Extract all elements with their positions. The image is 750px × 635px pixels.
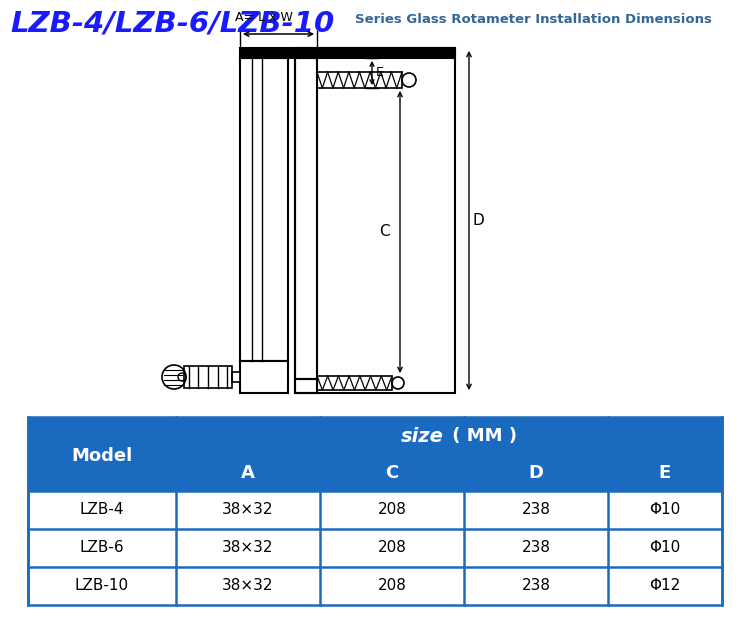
- Bar: [317, 72, 402, 88]
- Bar: [295, 58, 317, 379]
- Text: Φ10: Φ10: [650, 502, 681, 518]
- Bar: [464, 455, 608, 491]
- Text: Model: Model: [71, 447, 133, 465]
- Text: Φ12: Φ12: [650, 578, 681, 594]
- Text: A= L x W: A= L x W: [235, 11, 292, 24]
- Text: C: C: [386, 464, 399, 482]
- Text: 208: 208: [377, 540, 406, 556]
- Bar: [240, 361, 288, 393]
- Text: A: A: [241, 464, 255, 482]
- Bar: [184, 366, 232, 388]
- Text: 38×32: 38×32: [222, 578, 274, 594]
- Text: size: size: [401, 427, 444, 446]
- Text: Series Glass Rotameter Installation Dimensions: Series Glass Rotameter Installation Dime…: [355, 13, 712, 26]
- Bar: [240, 58, 288, 361]
- Text: 208: 208: [377, 578, 406, 594]
- Text: 238: 238: [521, 502, 550, 518]
- Text: LZB-6: LZB-6: [80, 540, 124, 556]
- Bar: [176, 455, 320, 491]
- Bar: [176, 417, 722, 455]
- Text: C: C: [380, 225, 390, 239]
- Text: D: D: [529, 464, 544, 482]
- Bar: [240, 48, 455, 58]
- Text: LZB-4: LZB-4: [80, 502, 124, 518]
- Bar: [232, 372, 240, 382]
- Text: LZB-10: LZB-10: [75, 578, 129, 594]
- Text: D: D: [473, 213, 484, 228]
- Text: LZB-4/LZB-6/LZB-10: LZB-4/LZB-6/LZB-10: [10, 10, 334, 38]
- Text: 38×32: 38×32: [222, 540, 274, 556]
- Bar: [28, 417, 176, 491]
- Text: 238: 238: [521, 540, 550, 556]
- Text: 208: 208: [377, 502, 406, 518]
- Bar: [28, 417, 722, 605]
- Text: E: E: [376, 67, 384, 79]
- Bar: [608, 455, 722, 491]
- Bar: [320, 455, 464, 491]
- Bar: [295, 379, 317, 393]
- Bar: [295, 48, 455, 393]
- Text: Φ10: Φ10: [650, 540, 681, 556]
- Bar: [317, 376, 392, 390]
- Bar: [28, 491, 722, 529]
- Text: 38×32: 38×32: [222, 502, 274, 518]
- Text: ( MM ): ( MM ): [446, 427, 517, 445]
- Bar: [28, 529, 722, 567]
- Text: E: E: [658, 464, 671, 482]
- Text: 238: 238: [521, 578, 550, 594]
- Bar: [28, 567, 722, 605]
